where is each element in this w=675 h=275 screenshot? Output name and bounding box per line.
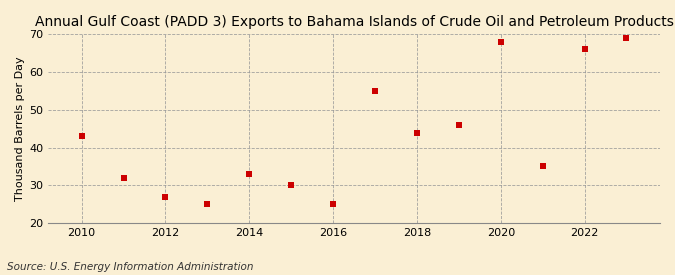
Point <box>412 130 423 135</box>
Point <box>579 47 590 52</box>
Y-axis label: Thousand Barrels per Day: Thousand Barrels per Day <box>15 56 25 201</box>
Text: Source: U.S. Energy Information Administration: Source: U.S. Energy Information Administ… <box>7 262 253 272</box>
Point <box>537 164 548 169</box>
Point <box>286 183 296 188</box>
Point <box>495 40 506 44</box>
Point <box>118 176 129 180</box>
Point <box>454 123 464 127</box>
Point <box>244 172 254 176</box>
Point <box>202 202 213 207</box>
Point <box>370 89 381 93</box>
Point <box>76 134 87 139</box>
Title: Annual Gulf Coast (PADD 3) Exports to Bahama Islands of Crude Oil and Petroleum : Annual Gulf Coast (PADD 3) Exports to Ba… <box>34 15 674 29</box>
Point <box>621 36 632 40</box>
Point <box>328 202 339 207</box>
Point <box>160 194 171 199</box>
